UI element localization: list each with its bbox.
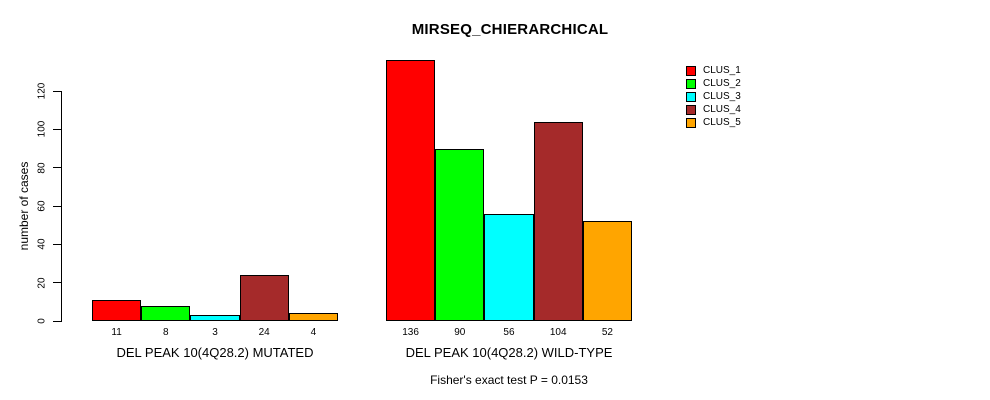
bar-clus_2-group1 [435,148,485,321]
y-axis-tick [53,243,62,245]
bar-clus_5-group0 [288,313,338,321]
legend-swatch-clus_1 [686,65,696,76]
y-axis-tick-label: 100 [36,120,48,138]
bar-value-label: 90 [454,327,466,338]
legend-label: CLUS_2 [703,78,741,89]
legend-item-clus_4: CLUS_4 [686,103,741,116]
y-axis-tick [53,167,62,169]
chart-title: MIRSEQ_CHIERARCHICAL [411,21,609,38]
bar-value-label: 56 [503,327,515,338]
legend-swatch-clus_4 [686,104,696,115]
y-axis-tick [53,282,62,284]
y-axis-tick [53,128,62,130]
bar-value-label: 52 [601,327,613,338]
bar-clus_1-group1 [386,60,436,321]
x-group-label-wildtype: DEL PEAK 10(4Q28.2) WILD-TYPE [405,345,613,360]
bar-value-label: 8 [163,327,169,338]
legend-item-clus_2: CLUS_2 [686,77,741,90]
x-group-label-mutated: DEL PEAK 10(4Q28.2) MUTATED [116,345,314,360]
legend-item-clus_3: CLUS_3 [686,90,741,103]
bar-clus_4-group1 [533,121,583,321]
y-axis-tick [53,320,62,322]
bar-clus_3-group1 [484,213,534,321]
legend-swatch-clus_5 [686,117,696,128]
bar-value-label: 24 [258,327,270,338]
bar-clus_4-group0 [239,275,289,321]
y-axis-line [61,91,62,322]
bar-clus_5-group1 [582,221,632,321]
bar-value-label: 136 [402,327,419,338]
bar-value-label: 104 [549,327,567,338]
bar-clus_2-group0 [141,305,191,321]
y-axis-tick-label: 20 [36,277,48,289]
y-axis-label: number of cases [17,161,31,251]
bar-clus_1-group0 [92,299,142,321]
legend: CLUS_1 CLUS_2 CLUS_3 CLUS_4 CLUS_5 [686,64,741,129]
bar-value-label: 3 [212,327,218,338]
bar-clus_3-group0 [190,315,240,321]
y-axis-tick [53,90,62,92]
legend-label: CLUS_3 [703,91,741,102]
legend-label: CLUS_5 [703,117,741,128]
bar-value-label: 11 [111,327,122,338]
y-axis-tick-label: 60 [36,200,48,212]
legend-label: CLUS_1 [703,65,741,76]
y-axis-tick [53,205,62,207]
legend-item-clus_1: CLUS_1 [686,64,741,77]
y-axis-tick-label: 40 [36,238,48,250]
legend-item-clus_5: CLUS_5 [686,116,741,129]
y-axis-tick-label: 120 [36,82,48,100]
legend-swatch-clus_3 [686,91,696,102]
y-axis-tick-label: 0 [36,318,48,324]
legend-label: CLUS_4 [703,104,741,115]
fisher-test-annotation: Fisher's exact test P = 0.0153 [430,373,588,387]
bar-value-label: 4 [310,327,317,338]
legend-swatch-clus_2 [686,78,696,89]
y-axis-tick-label: 80 [36,162,48,174]
